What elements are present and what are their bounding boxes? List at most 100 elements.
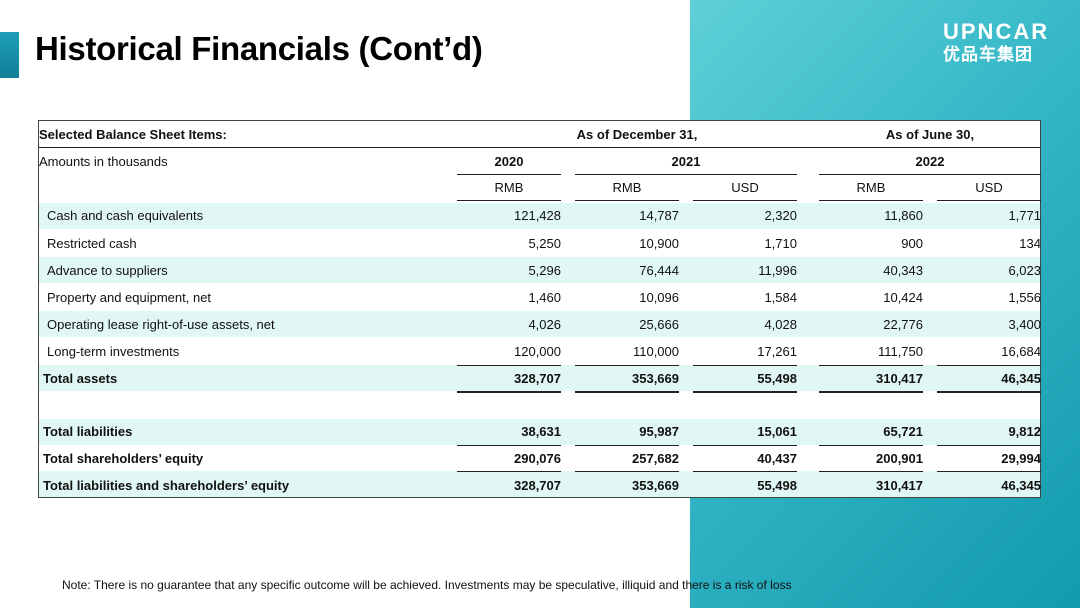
currency-underline bbox=[575, 200, 679, 201]
balance-sheet-table: Selected Balance Sheet Items: As of Dece… bbox=[38, 120, 1041, 498]
cell-value: 5,250 bbox=[528, 236, 561, 251]
cell-value: 4,028 bbox=[764, 317, 797, 332]
row-label: Total shareholders’ equity bbox=[43, 451, 204, 466]
cell-value: 1,584 bbox=[764, 290, 797, 305]
cell-value: 1,710 bbox=[764, 236, 797, 251]
cell-value: 6,023 bbox=[1008, 263, 1041, 278]
total-rule bbox=[457, 391, 561, 393]
cell-value: 15,061 bbox=[757, 424, 797, 439]
header-divider bbox=[39, 147, 1040, 148]
row-shading bbox=[39, 257, 1040, 283]
header-group-june: As of June 30, bbox=[885, 127, 975, 142]
row-label: Restricted cash bbox=[47, 236, 137, 251]
cell-value: 38,631 bbox=[521, 424, 561, 439]
currency-underline bbox=[937, 200, 1041, 201]
logo-wordmark: UPNCAR bbox=[943, 19, 1050, 44]
disclaimer-note: Note: There is no guarantee that any spe… bbox=[62, 578, 792, 592]
cell-value: 46,345 bbox=[1001, 371, 1041, 386]
cell-value: 2,320 bbox=[764, 208, 797, 223]
cell-value: 14,787 bbox=[639, 208, 679, 223]
cell-value: 22,776 bbox=[883, 317, 923, 332]
row-label: Advance to suppliers bbox=[47, 263, 168, 278]
cell-value: 1,771 bbox=[1008, 208, 1041, 223]
subtotal-rule bbox=[819, 445, 923, 446]
currency-label: USD bbox=[731, 180, 759, 195]
cell-value: 10,424 bbox=[883, 290, 923, 305]
currency-label: USD bbox=[975, 180, 1003, 195]
year-underline-2022 bbox=[819, 174, 1041, 175]
company-logo: UPNCAR 优品车集团 bbox=[943, 20, 1061, 66]
currency-underline bbox=[693, 200, 797, 201]
subtotal-rule bbox=[937, 471, 1041, 472]
subtotal-rule bbox=[937, 445, 1041, 446]
subtotal-rule bbox=[575, 445, 679, 446]
row-shading bbox=[39, 471, 1040, 497]
row-label: Operating lease right-of-use assets, net bbox=[47, 317, 275, 332]
row-shading bbox=[39, 365, 1040, 391]
row-shading bbox=[39, 311, 1040, 337]
cell-value: 353,669 bbox=[632, 371, 679, 386]
cell-value: 95,987 bbox=[639, 424, 679, 439]
cell-value: 11,996 bbox=[758, 263, 797, 278]
cell-value: 40,343 bbox=[883, 263, 923, 278]
subtotal-rule bbox=[693, 365, 797, 366]
total-rule bbox=[937, 391, 1041, 393]
cell-value: 121,428 bbox=[514, 208, 561, 223]
subtotal-rule bbox=[693, 445, 797, 446]
subtotal-rule bbox=[457, 471, 561, 472]
logo-chinese-name: 优品车集团 bbox=[943, 45, 1033, 65]
cell-value: 76,444 bbox=[639, 263, 679, 278]
cell-value: 55,498 bbox=[757, 478, 797, 493]
row-label: Long-term investments bbox=[47, 344, 180, 359]
cell-value: 40,437 bbox=[757, 451, 797, 466]
row-shading bbox=[39, 203, 1040, 229]
table-header-units: Amounts in thousands bbox=[39, 154, 168, 169]
cell-value: 10,900 bbox=[639, 236, 679, 251]
cell-value: 5,296 bbox=[528, 263, 561, 278]
header-year-2021: 2021 bbox=[671, 154, 701, 169]
subtotal-rule bbox=[575, 471, 679, 472]
cell-value: 328,707 bbox=[514, 371, 561, 386]
currency-label: RMB bbox=[856, 180, 886, 195]
row-label: Property and equipment, net bbox=[47, 290, 212, 305]
cell-value: 353,669 bbox=[632, 478, 679, 493]
cell-value: 4,026 bbox=[528, 317, 561, 332]
row-label: Total assets bbox=[43, 371, 118, 386]
total-rule bbox=[819, 391, 923, 393]
year-underline-2021 bbox=[575, 174, 797, 175]
subtotal-rule bbox=[575, 365, 679, 366]
title-accent-bar bbox=[0, 32, 19, 78]
row-shading bbox=[39, 419, 1040, 445]
cell-value: 10,096 bbox=[639, 290, 679, 305]
cell-value: 310,417 bbox=[876, 478, 923, 493]
year-underline-2020 bbox=[457, 174, 561, 175]
row-label: Total liabilities and shareholders’ equi… bbox=[43, 478, 290, 493]
header-group-december: As of December 31, bbox=[576, 127, 698, 142]
cell-value: 290,076 bbox=[514, 451, 561, 466]
subtotal-rule bbox=[693, 471, 797, 472]
currency-underline bbox=[457, 200, 561, 201]
cell-value: 46,345 bbox=[1001, 478, 1041, 493]
currency-underline bbox=[819, 200, 923, 201]
cell-value: 25,666 bbox=[639, 317, 679, 332]
subtotal-rule bbox=[937, 365, 1041, 366]
total-rule bbox=[575, 391, 679, 393]
cell-value: 16,684 bbox=[1001, 344, 1041, 359]
cell-value: 328,707 bbox=[514, 478, 561, 493]
subtotal-rule bbox=[819, 471, 923, 472]
cell-value: 120,000 bbox=[514, 344, 561, 359]
currency-label: RMB bbox=[494, 180, 524, 195]
cell-value: 111,750 bbox=[877, 344, 923, 359]
cell-value: 134 bbox=[1019, 236, 1041, 251]
page-title: Historical Financials (Cont’d) bbox=[35, 30, 483, 67]
header-year-2020: 2020 bbox=[494, 154, 524, 169]
cell-value: 1,460 bbox=[528, 290, 561, 305]
cell-value: 55,498 bbox=[757, 371, 797, 386]
subtotal-rule bbox=[457, 365, 561, 366]
cell-value: 17,261 bbox=[757, 344, 797, 359]
cell-value: 9,812 bbox=[1008, 424, 1041, 439]
row-label: Total liabilities bbox=[43, 424, 133, 439]
cell-value: 1,556 bbox=[1008, 290, 1041, 305]
subtotal-rule bbox=[457, 445, 561, 446]
cell-value: 310,417 bbox=[876, 371, 923, 386]
